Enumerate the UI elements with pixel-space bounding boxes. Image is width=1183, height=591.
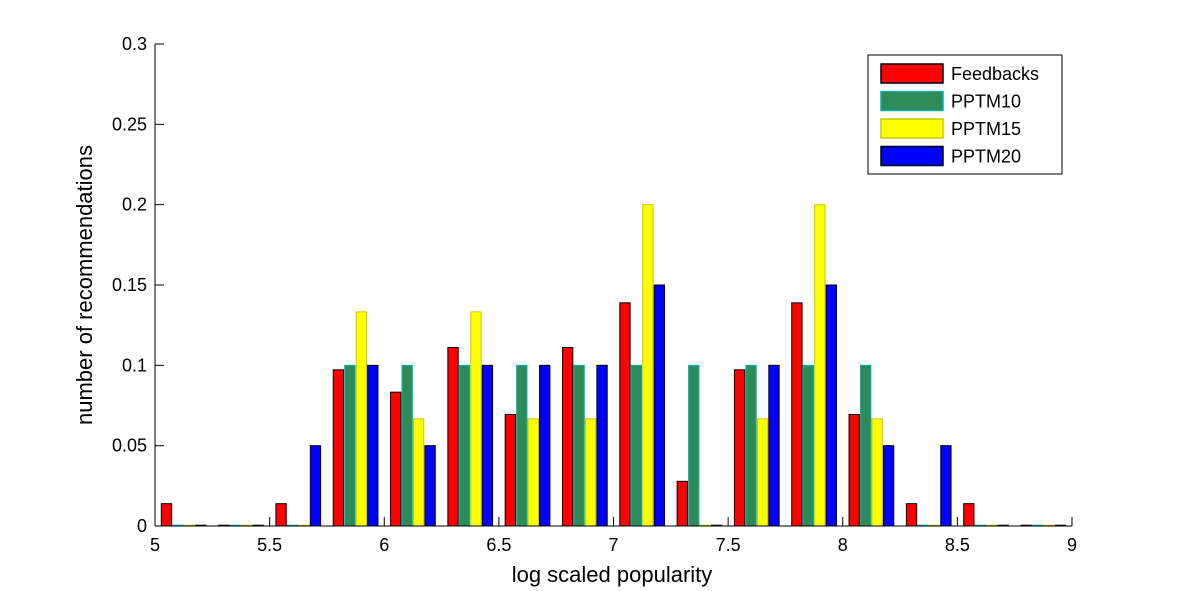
x-tick-label: 7.5 (716, 535, 741, 555)
bar-pptm20-7 (596, 364, 608, 527)
bar-pptm10-8 (630, 364, 643, 527)
y-tick-label: 0.15 (112, 275, 147, 295)
bar-pptm10-9 (688, 364, 700, 527)
bar-feedbacks-12 (848, 414, 860, 527)
bar-pptm20-2 (309, 445, 322, 527)
bar-pptm20-4 (424, 445, 436, 527)
bar-feedbacks-3 (332, 369, 345, 527)
legend-swatch-feedbacks (880, 63, 944, 84)
bar-pptm10-3 (344, 364, 356, 527)
bar-pptm15-12 (871, 418, 883, 527)
bar-pptm15-8 (642, 204, 654, 527)
legend-swatch-pptm20 (880, 145, 944, 167)
x-tick-label: 8 (838, 535, 848, 555)
bar-pptm15-6 (527, 418, 539, 527)
legend-swatch-pptm15 (880, 118, 944, 139)
y-tick-label: 0 (137, 516, 147, 536)
bar-pptm15-11 (814, 204, 826, 527)
bar-pptm10-5 (458, 364, 471, 527)
bar-pptm20-12 (882, 445, 895, 527)
y-tick-label: 0.25 (112, 114, 147, 134)
y-tick-label: 0.1 (122, 355, 147, 375)
y-tick-label: 0.3 (122, 34, 147, 54)
bar-feedbacks-2 (275, 503, 287, 527)
x-tick-label: 5.5 (257, 535, 282, 555)
bar-pptm10-12 (860, 364, 872, 527)
bar-pptm15-5 (470, 311, 482, 527)
bar-feedbacks-7 (561, 347, 574, 527)
legend-label-feedbacks: Feedbacks (951, 64, 1039, 84)
bar-pptm20-11 (825, 284, 837, 527)
bar-pptm20-3 (367, 364, 379, 527)
x-tick-label: 6 (379, 535, 389, 555)
bar-pptm20-13 (940, 445, 952, 527)
legend: Feedbacks PPTM10 PPTM15 PPTM20 (867, 54, 1063, 175)
x-tick-label: 5 (150, 535, 160, 555)
x-tick-label: 6.5 (486, 535, 511, 555)
bar-pptm20-5 (481, 364, 494, 527)
x-tick-label: 7 (608, 535, 618, 555)
legend-label-pptm15: PPTM15 (951, 119, 1021, 139)
bar-feedbacks-13 (905, 503, 918, 527)
legend-label-pptm10: PPTM10 (951, 92, 1021, 112)
bar-pptm10-6 (516, 364, 528, 527)
bar-pptm20-6 (539, 364, 551, 527)
bar-feedbacks-0 (160, 503, 173, 527)
bar-pptm15-10 (756, 418, 769, 527)
bar-feedbacks-11 (791, 302, 803, 527)
bar-feedbacks-4 (390, 391, 402, 527)
legend-label-pptm20: PPTM20 (951, 147, 1021, 167)
bar-feedbacks-5 (447, 347, 459, 527)
bar-pptm10-10 (745, 364, 757, 527)
bars-layer (160, 204, 1067, 527)
x-tick-label: 9 (1067, 535, 1077, 555)
bar-pptm20-8 (653, 284, 666, 527)
x-tick-label: 8.5 (945, 535, 970, 555)
legend-swatch-pptm10 (880, 90, 944, 112)
bar-feedbacks-10 (733, 369, 746, 527)
bar-pptm20-10 (768, 364, 780, 527)
bar-feedbacks-9 (676, 480, 688, 527)
bar-pptm15-7 (584, 418, 597, 527)
bar-pptm15-4 (412, 418, 425, 527)
bar-pptm10-4 (401, 364, 413, 527)
bar-feedbacks-6 (504, 414, 516, 527)
bar-feedbacks-14 (963, 503, 975, 527)
y-tick-label: 0.05 (112, 436, 147, 456)
bar-pptm10-7 (573, 364, 585, 527)
axes-layer: 5 5.5 6 6.5 7 7.5 8 8.5 9 0 0.05 0.1 0.15 0.2 0.25 0.3 (112, 34, 1077, 555)
x-axis-label: log scaled popularity (512, 562, 713, 587)
bar-pptm15-3 (355, 311, 367, 527)
bar-feedbacks-8 (619, 302, 631, 527)
bar-pptm10-11 (802, 364, 815, 527)
y-axis-label: number of recommendations (72, 145, 97, 425)
y-tick-label: 0.2 (122, 195, 147, 215)
